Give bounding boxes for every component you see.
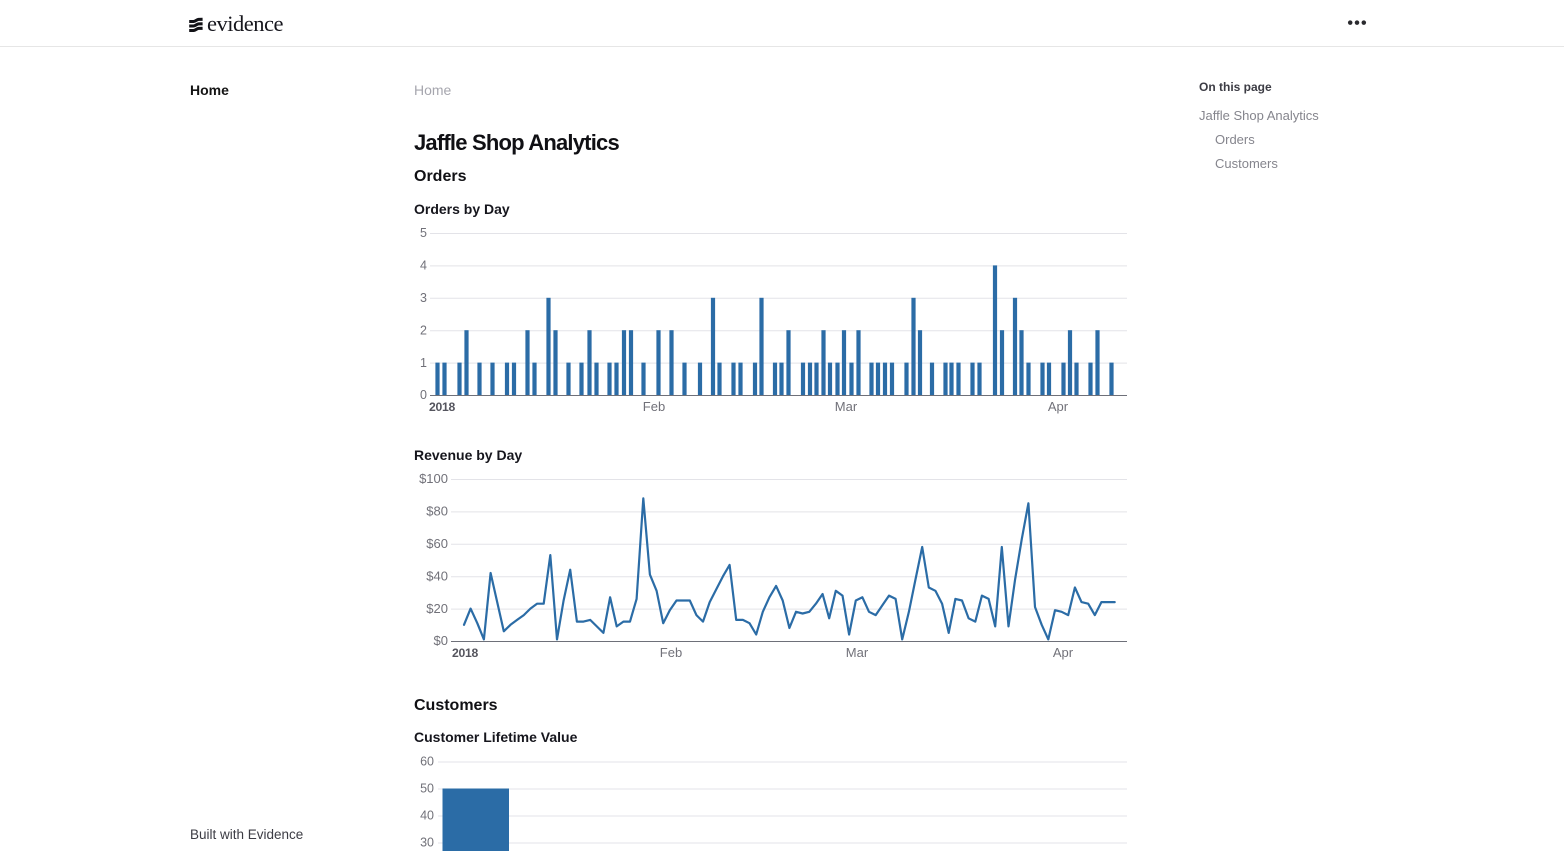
svg-text:30: 30 xyxy=(420,836,434,850)
svg-text:Mar: Mar xyxy=(835,399,858,414)
svg-text:$0: $0 xyxy=(434,633,448,648)
svg-text:Apr: Apr xyxy=(1048,399,1069,414)
svg-text:$80: $80 xyxy=(426,504,448,519)
svg-text:40: 40 xyxy=(420,809,434,823)
svg-text:$20: $20 xyxy=(426,601,448,616)
svg-text:0: 0 xyxy=(420,388,427,402)
svg-text:$60: $60 xyxy=(426,536,448,551)
svg-text:1: 1 xyxy=(420,356,427,370)
svg-text:Mar: Mar xyxy=(846,645,869,660)
svg-text:2018: 2018 xyxy=(429,400,455,414)
svg-text:$40: $40 xyxy=(426,568,448,583)
svg-text:2018: 2018 xyxy=(452,646,478,660)
svg-text:50: 50 xyxy=(420,782,434,796)
svg-text:Feb: Feb xyxy=(643,399,665,414)
svg-text:4: 4 xyxy=(420,259,427,273)
svg-text:5: 5 xyxy=(420,226,427,240)
svg-text:$100: $100 xyxy=(419,471,448,486)
svg-text:60: 60 xyxy=(420,755,434,769)
svg-text:Apr: Apr xyxy=(1053,645,1074,660)
svg-text:2: 2 xyxy=(420,323,427,337)
svg-text:Feb: Feb xyxy=(660,645,682,660)
svg-text:3: 3 xyxy=(420,291,427,305)
